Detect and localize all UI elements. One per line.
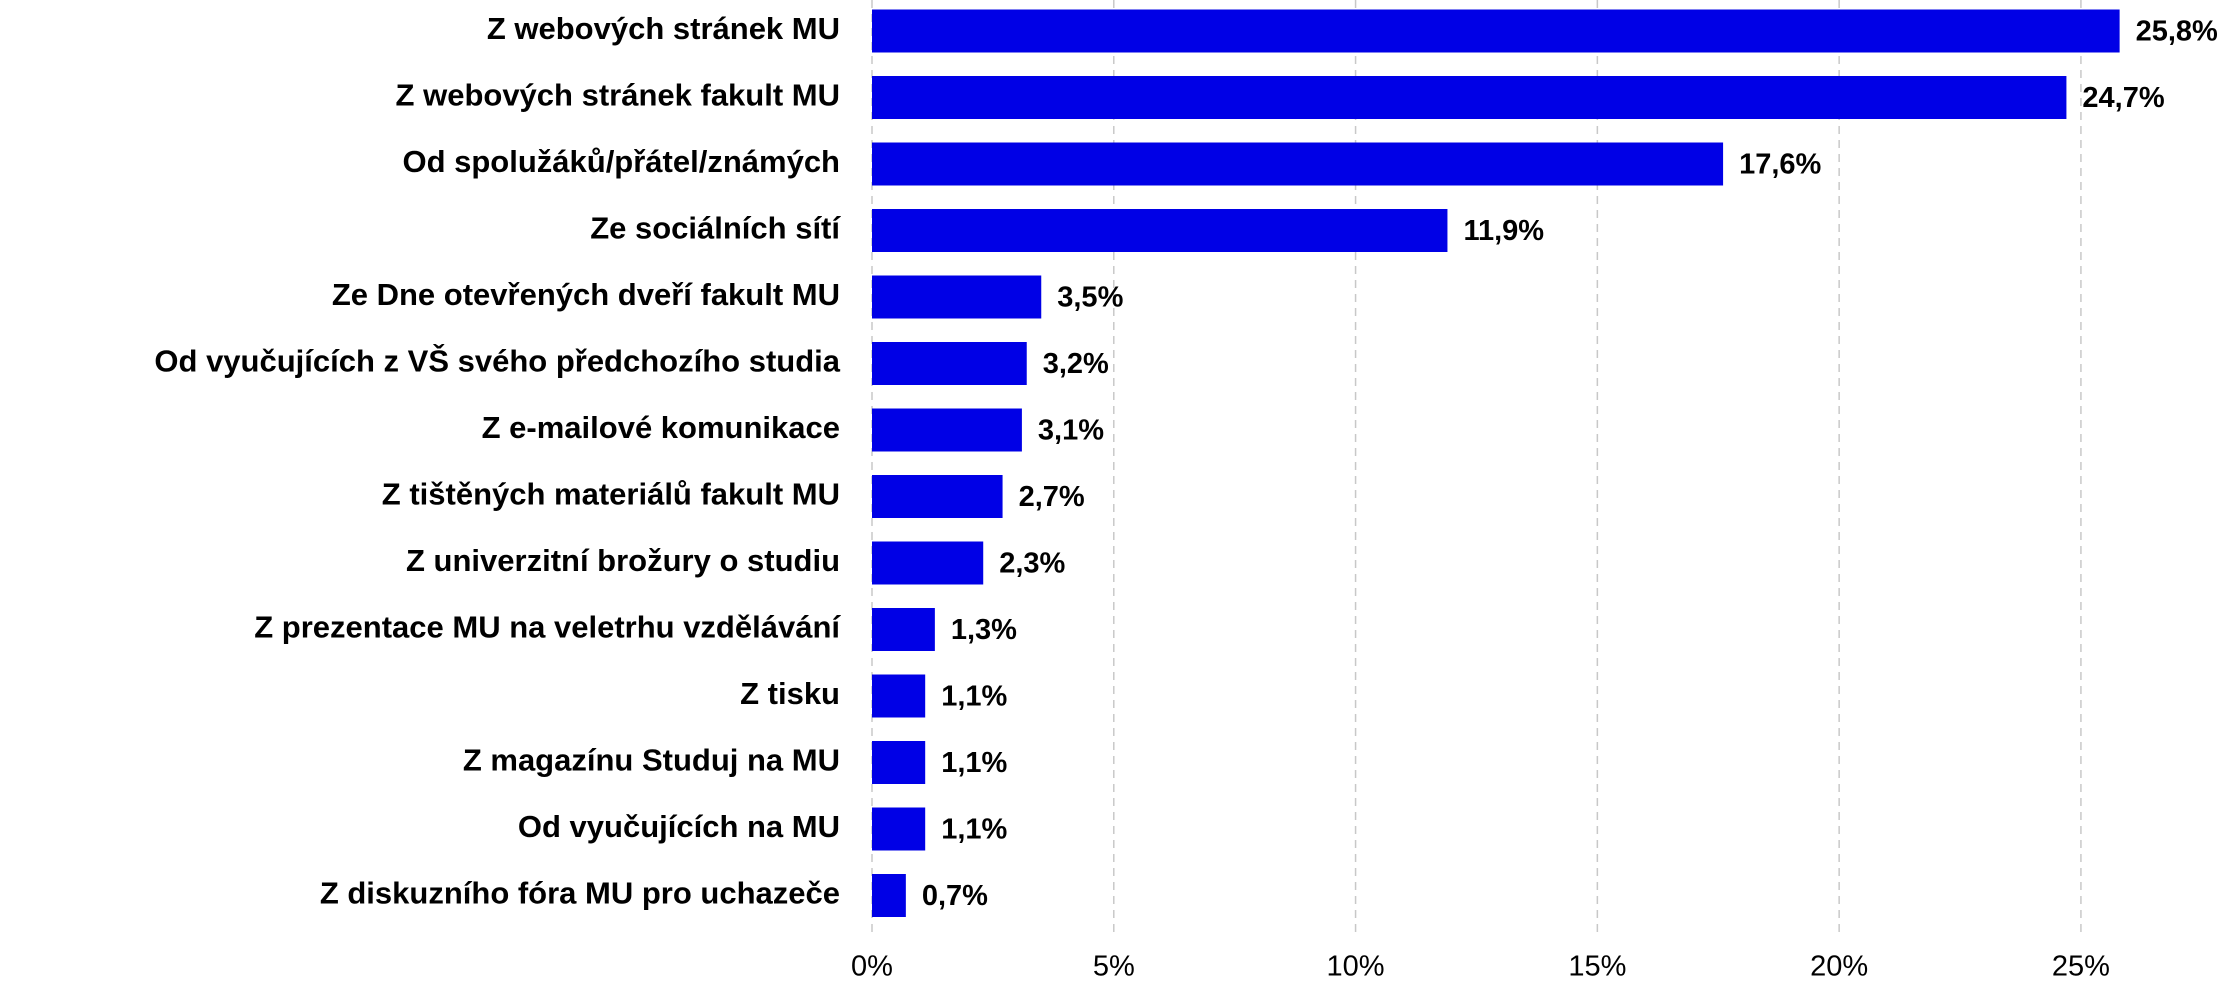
bar — [872, 76, 2067, 119]
value-label: 1,1% — [941, 747, 1007, 779]
x-tick-label: 0% — [851, 951, 893, 981]
value-label: 2,7% — [1019, 481, 1085, 513]
value-label: 25,8% — [2136, 16, 2218, 48]
category-label: Z webových stránek MU — [487, 11, 840, 46]
value-label: 3,2% — [1043, 348, 1109, 380]
value-label: 1,3% — [951, 614, 1017, 646]
value-label: 2,3% — [999, 548, 1065, 580]
x-tick-label: 5% — [1093, 951, 1135, 981]
bar — [872, 209, 1448, 252]
value-label: 1,1% — [941, 681, 1007, 713]
category-label: Od spolužáků/přátel/známých — [402, 144, 840, 179]
value-label: 3,5% — [1057, 282, 1123, 314]
bar — [872, 874, 906, 917]
category-label: Z e-mailové komunikace — [482, 410, 840, 445]
category-label: Od vyučujících na MU — [518, 809, 840, 844]
category-label: Z webových stránek fakult MU — [396, 78, 840, 113]
category-label: Ze Dne otevřených dveří fakult MU — [332, 277, 840, 312]
category-label: Od vyučujících z VŠ svého předchozího st… — [154, 343, 840, 379]
x-tick-label: 15% — [1568, 951, 1626, 981]
bar — [872, 741, 926, 784]
bar — [872, 408, 1022, 452]
category-label: Ze sociálních sítí — [590, 211, 841, 246]
category-label: Z univerzitní brožury o studiu — [406, 543, 840, 578]
category-label: Z diskuzního fóra MU pro uchazeče — [320, 876, 840, 911]
bar — [872, 674, 926, 718]
value-label: 11,9% — [1463, 215, 1544, 247]
category-label: Z tištěných materiálů fakult MU — [382, 477, 840, 512]
bar — [872, 275, 1042, 319]
value-label: 0,7% — [922, 880, 988, 912]
x-tick-label: 10% — [1327, 951, 1385, 981]
bar — [872, 9, 2120, 53]
category-label: Z tisku — [740, 676, 840, 711]
value-label: 24,7% — [2082, 82, 2164, 114]
bar — [872, 807, 926, 851]
value-label: 1,1% — [941, 814, 1007, 846]
bar — [872, 475, 1003, 518]
bar — [872, 342, 1027, 385]
x-tick-label: 25% — [2052, 951, 2110, 981]
bar — [872, 142, 1724, 186]
bar — [872, 608, 935, 651]
category-label: Z magazínu Studuj na MU — [463, 743, 840, 778]
x-tick-label: 20% — [1810, 951, 1868, 981]
value-label: 3,1% — [1038, 415, 1104, 447]
category-label: Z prezentace MU na veletrhu vzdělávání — [254, 610, 841, 645]
bar — [872, 541, 984, 585]
value-label: 17,6% — [1739, 149, 1821, 181]
